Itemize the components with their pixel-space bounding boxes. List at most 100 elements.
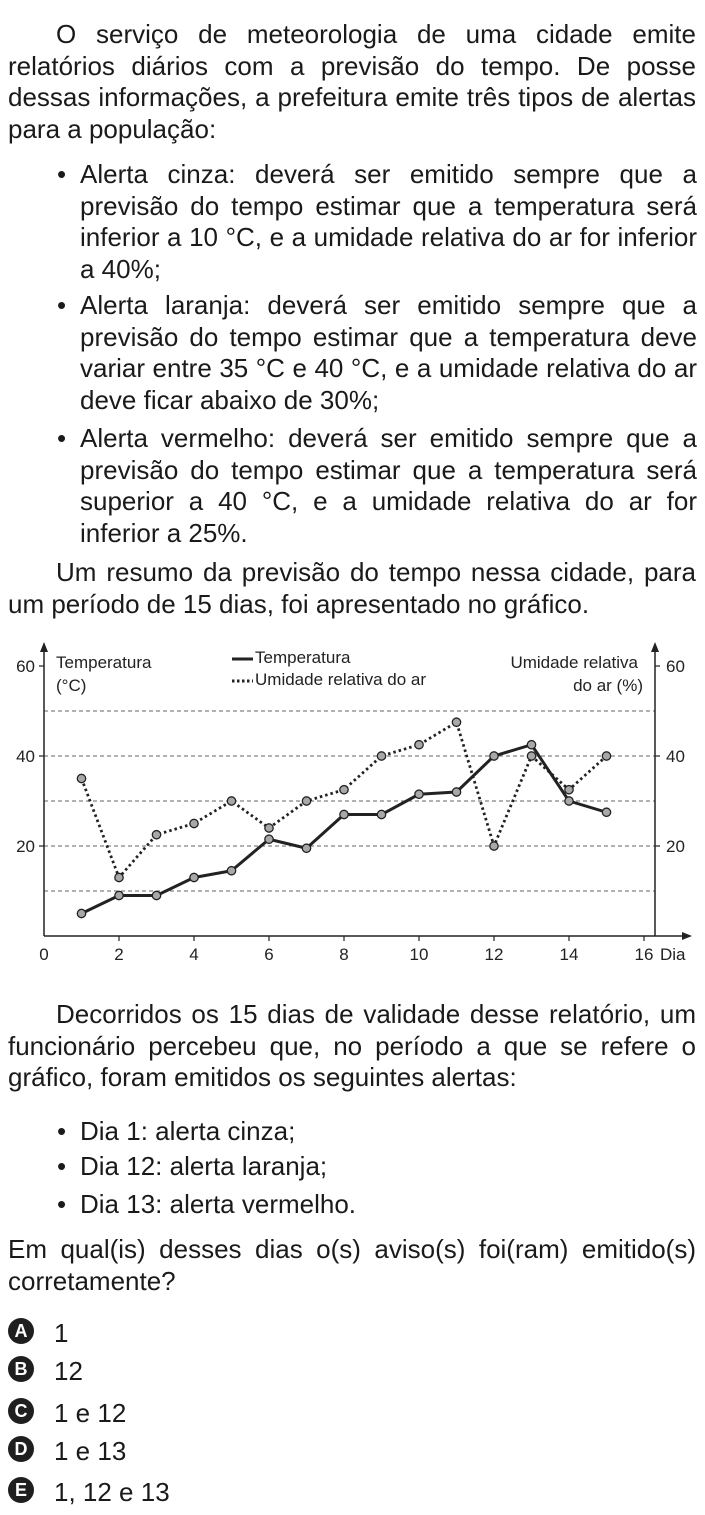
data-point-humidity (414, 739, 424, 750)
left-axis-title-line1: Temperatura (56, 653, 152, 672)
tick-marks (39, 665, 660, 941)
x-tick-label: 10 (410, 945, 429, 964)
issued-alert-day-12: • Dia 12: alerta laranja; (57, 1151, 697, 1183)
data-point-humidity (301, 796, 312, 806)
data-point-temperature (339, 809, 349, 820)
y-right-tick-label: 40 (666, 747, 685, 766)
right-axis-title-line2: do ar (%) (573, 676, 643, 695)
option-e[interactable]: E 1, 12 e 13 (8, 1473, 170, 1507)
data-point-humidity (264, 823, 274, 833)
data-point-temperature (226, 865, 237, 876)
y-right-tick-label: 20 (666, 837, 685, 856)
data-point-humidity (339, 784, 349, 795)
tick-labels: 0 2 4 6 8 10 12 14 16 60 40 20 60 40 20 (16, 657, 685, 964)
right-axis-arrow (651, 642, 659, 652)
bullet-text: Dia 1: alerta cinza; (80, 1116, 296, 1146)
bullet-dot: • (57, 1116, 67, 1146)
y-left-tick-label: 40 (16, 747, 35, 766)
option-c[interactable]: C 1 e 12 (8, 1394, 126, 1428)
weather-chart: 0 2 4 6 8 10 12 14 16 60 40 20 60 40 20 Temperatura (°… (16, 642, 692, 964)
x-tick-label: 14 (560, 945, 579, 964)
bullet-text: Dia 12: alerta laranja; (80, 1151, 328, 1181)
intro-paragraph: O serviço de meteorologia de uma cidade … (8, 19, 696, 144)
after-chart-paragraph: Decorridos os 15 dias de validade desse … (8, 999, 696, 1092)
x-tick-label: 6 (264, 945, 273, 964)
bullet-text: Alerta laranja: deverá ser emitido sempr… (80, 290, 697, 415)
x-axis-arrow (682, 932, 692, 940)
data-point-temperature (489, 751, 499, 761)
option-a-text: 1 (54, 1318, 69, 1349)
bullet-dot: • (57, 423, 67, 453)
data-point-temperature (601, 807, 612, 818)
data-point-humidity (76, 773, 87, 784)
bullet-text: Alerta cinza: deverá ser emitido sempre … (80, 159, 697, 284)
bullet-text: Dia 13: alerta vermelho. (80, 1189, 357, 1219)
legend-temperature: Temperatura (255, 648, 351, 667)
bullet-dot: • (57, 1189, 67, 1219)
bullet-dot: • (57, 159, 67, 189)
data-point-humidity (189, 818, 199, 829)
data-point-humidity (564, 784, 574, 795)
legend-humidity: Umidade relativa do ar (255, 670, 426, 689)
x-axis-title: Dia (660, 945, 686, 964)
option-b-text: 12 (54, 1356, 83, 1387)
option-d[interactable]: D 1 e 13 (8, 1432, 126, 1466)
data-point-humidity (451, 717, 462, 728)
data-point-temperature (301, 843, 312, 854)
data-point-temperature (451, 787, 462, 797)
option-b[interactable]: B 12 (8, 1352, 83, 1386)
gridlines (44, 710, 655, 892)
x-tick-label: 8 (339, 945, 348, 964)
option-c-text: 1 e 12 (54, 1398, 127, 1429)
option-e-badge: E (8, 1477, 34, 1504)
option-d-text: 1 e 13 (54, 1436, 127, 1467)
data-point-temperature (564, 796, 574, 806)
option-e-text: 1, 12 e 13 (54, 1477, 170, 1508)
bullet-dot: • (57, 290, 67, 320)
x-tick-label: 4 (189, 945, 198, 964)
axes (40, 642, 692, 940)
series-layer (76, 717, 612, 919)
left-axis-title-line2: (°C) (56, 676, 86, 695)
data-point-humidity (226, 796, 237, 806)
alert-bullet-gray: • Alerta cinza: deverá ser emitido sempr… (57, 159, 697, 285)
issued-alert-day-13: • Dia 13: alerta vermelho. (57, 1189, 697, 1221)
data-point-temperature (414, 789, 424, 800)
data-point-temperature (114, 890, 124, 901)
y-right-tick-label: 60 (666, 657, 685, 676)
y-left-tick-label: 20 (16, 837, 35, 856)
data-point-temperature (76, 908, 87, 919)
x-tick-label: 2 (114, 945, 123, 964)
bullet-text: Alerta vermelho: deverá ser emitido semp… (80, 423, 697, 548)
option-a-badge: A (8, 1318, 34, 1345)
y-left-tick-label: 60 (16, 657, 35, 676)
data-point-humidity (526, 751, 537, 761)
data-point-humidity (114, 872, 124, 883)
x-tick-label: 16 (635, 945, 654, 964)
option-c-badge: C (8, 1398, 34, 1425)
data-point-temperature (264, 834, 274, 845)
alert-bullet-orange: • Alerta laranja: deverá ser emitido sem… (57, 290, 697, 416)
series-line-temperature (80, 743, 607, 915)
right-axis-title-line1: Umidade relativa (510, 653, 638, 672)
alert-bullet-red: • Alerta vermelho: deverá ser emitido se… (57, 423, 697, 549)
summary-paragraph: Um resumo da previsão do tempo nessa cid… (8, 557, 696, 619)
data-point-temperature (526, 739, 537, 750)
data-point-temperature (376, 809, 387, 820)
data-point-temperature (189, 872, 199, 883)
data-point-humidity (376, 751, 387, 761)
legend: Temperatura Umidade relativa do ar (232, 648, 426, 689)
data-point-humidity (151, 829, 162, 840)
option-b-badge: B (8, 1356, 34, 1383)
data-point-temperature (151, 890, 162, 901)
data-point-humidity (489, 841, 499, 851)
x-tick-label: 0 (39, 945, 48, 964)
series-line-humidity (80, 720, 608, 879)
x-tick-label: 12 (485, 945, 504, 964)
option-d-badge: D (8, 1436, 34, 1463)
issued-alert-day-1: • Dia 1: alerta cinza; (57, 1116, 697, 1148)
question-text: Em qual(is) desses dias o(s) aviso(s) fo… (8, 1234, 696, 1296)
bullet-dot: • (57, 1151, 67, 1181)
left-axis-arrow (40, 642, 48, 652)
